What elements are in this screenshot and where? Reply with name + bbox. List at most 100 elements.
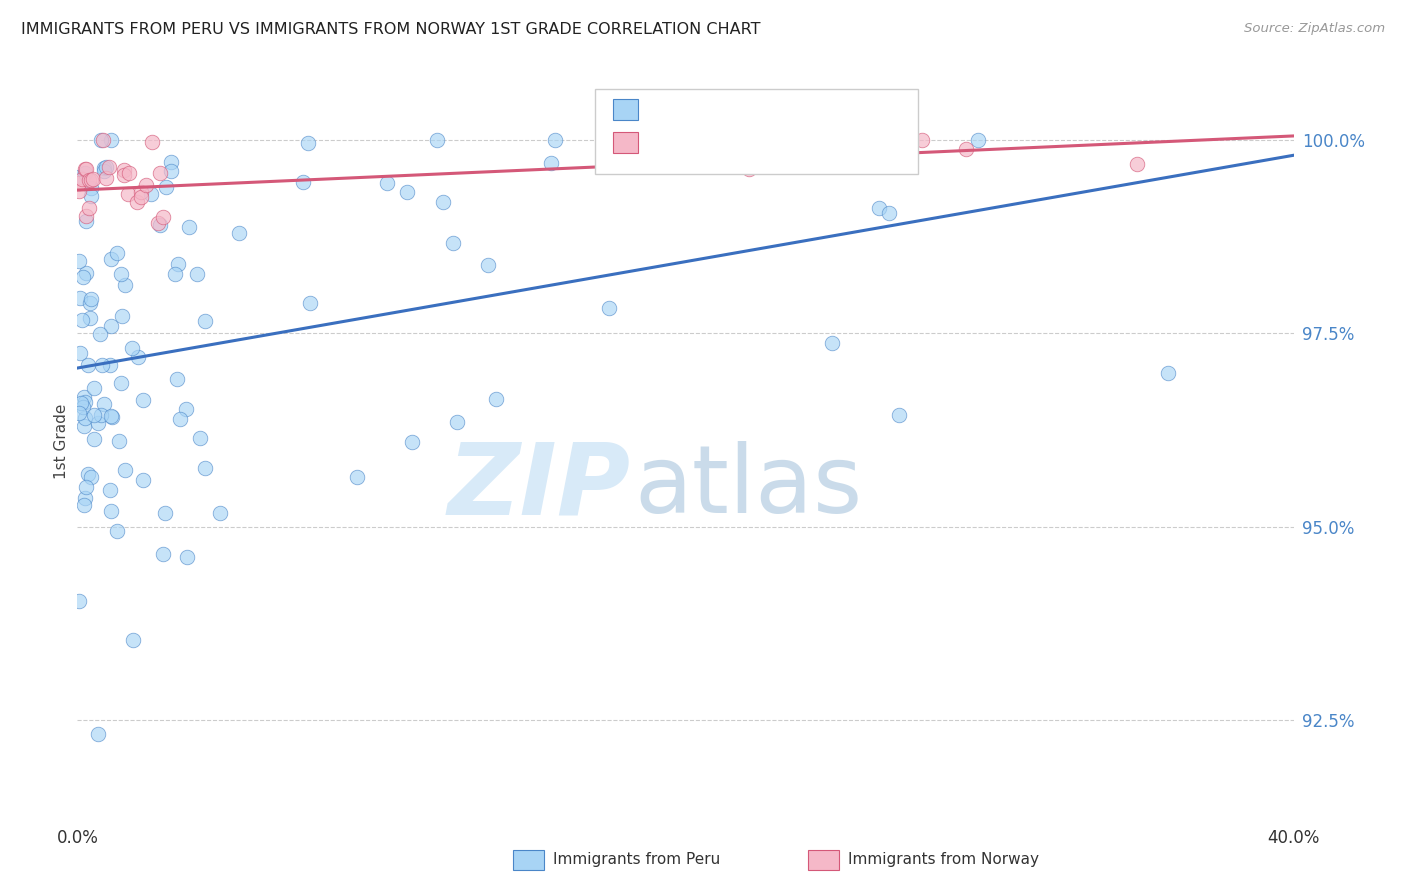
Point [73,498,96,512]
Point [401,435,423,450]
Point [544,133,567,147]
Point [75,491,97,505]
Point [166,372,188,386]
Point [67,406,90,420]
Point [131,392,153,407]
Point [446,416,468,430]
Point [375,176,398,190]
Point [598,301,620,316]
Text: IMMIGRANTS FROM PERU VS IMMIGRANTS FROM NORWAY 1ST GRADE CORRELATION CHART: IMMIGRANTS FROM PERU VS IMMIGRANTS FROM … [21,22,761,37]
Point [155,179,177,194]
Text: R = 0.355   N =  29: R = 0.355 N = 29 [647,129,837,147]
Point [91,358,114,372]
Point [77,467,100,482]
Point [96,170,118,185]
Point [80,172,103,186]
Point [967,133,990,147]
Point [186,267,208,281]
Point [105,246,128,260]
Point [174,402,197,417]
Point [131,189,153,203]
Point [105,524,128,539]
Point [955,142,977,156]
Point [114,278,136,293]
Point [75,214,97,228]
Point [152,211,174,225]
Point [91,133,114,147]
Text: Source: ZipAtlas.com: Source: ZipAtlas.com [1244,22,1385,36]
Text: Immigrants from Norway: Immigrants from Norway [848,853,1039,867]
Text: atlas: atlas [634,441,863,533]
Point [118,166,141,180]
Point [112,169,135,183]
Point [75,266,97,280]
Point [98,358,121,372]
Text: R = 0.368   N = 105: R = 0.368 N = 105 [647,96,837,114]
Point [141,135,163,149]
Text: Immigrants from Peru: Immigrants from Peru [553,853,720,867]
Point [100,409,122,424]
Point [485,392,508,407]
Point [146,216,169,230]
Point [93,397,115,411]
Point [100,133,122,147]
Y-axis label: 1st Grade: 1st Grade [53,404,69,479]
Point [70,313,93,327]
Point [110,376,132,390]
Point [209,506,232,520]
Point [93,163,115,178]
Point [67,594,90,608]
Point [169,412,191,426]
Point [75,162,97,177]
Point [149,166,172,180]
Point [742,133,765,147]
Point [346,469,368,483]
Point [73,395,96,409]
Point [148,218,170,232]
Point [83,408,105,422]
Point [98,483,121,497]
Point [117,186,139,201]
Point [540,155,562,169]
Point [139,186,162,201]
Point [129,185,152,199]
Point [87,416,110,430]
Point [72,390,94,404]
Point [127,195,149,210]
Point [291,176,314,190]
Point [188,431,211,445]
Point [72,419,94,434]
Point [100,252,122,266]
Point [110,268,132,282]
Point [89,327,111,342]
Point [90,133,112,147]
Point [93,161,115,175]
Point [70,396,93,410]
Point [79,181,101,195]
Point [441,236,464,251]
Point [77,201,100,215]
Point [82,172,104,186]
Point [72,401,94,415]
Point [1157,366,1180,380]
Point [132,473,155,487]
Point [73,166,96,180]
Point [96,161,118,175]
Point [77,358,100,372]
Point [297,136,319,151]
Point [426,133,449,147]
Point [97,160,120,174]
Point [160,154,183,169]
Point [135,178,157,193]
Point [101,410,124,425]
Point [1126,157,1149,171]
Point [877,206,900,220]
Point [738,162,761,177]
Point [127,350,149,364]
Point [80,470,103,484]
Point [228,226,250,240]
Point [90,408,112,422]
Point [111,310,134,324]
Point [69,346,91,360]
Point [432,194,454,209]
